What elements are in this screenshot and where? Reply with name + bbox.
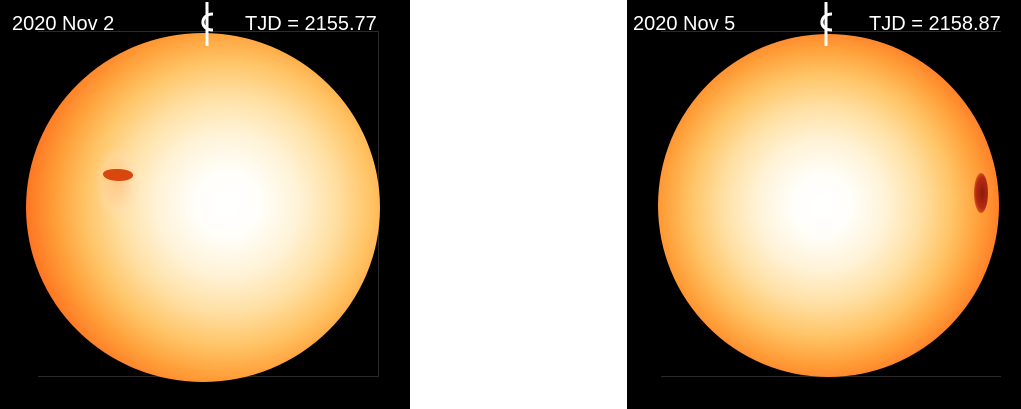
observation-date: 2020 Nov 5 bbox=[633, 13, 736, 35]
stellar-image-panel-nov-5: 2020 Nov 5 TJD = 2158.87 bbox=[627, 0, 1021, 409]
observation-date: 2020 Nov 2 bbox=[12, 13, 115, 35]
starspot-halo bbox=[96, 147, 140, 219]
tjd-label: TJD = 2155.77 bbox=[245, 13, 377, 35]
starspot bbox=[974, 173, 988, 213]
rotation-axis-icon bbox=[201, 2, 214, 46]
frame-border-top bbox=[661, 31, 1001, 32]
starspot bbox=[103, 169, 133, 181]
stellar-disk bbox=[26, 33, 380, 382]
stellar-disk bbox=[658, 34, 999, 377]
tjd-label: TJD = 2158.87 bbox=[869, 13, 1001, 35]
stellar-image-panel-nov-2: 2020 Nov 2 TJD = 2155.77 bbox=[0, 0, 410, 409]
rotation-axis-icon bbox=[820, 2, 833, 46]
